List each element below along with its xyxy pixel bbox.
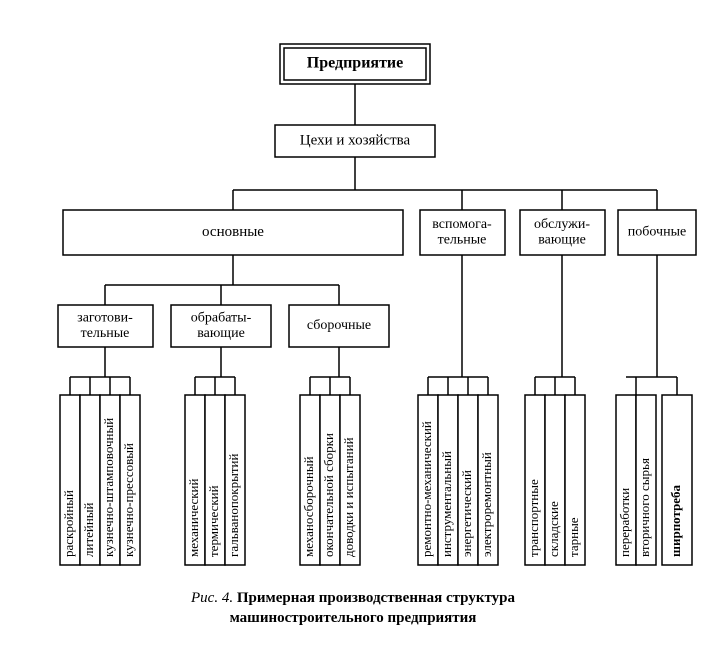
svg-text:литейный: литейный <box>81 502 96 557</box>
svg-text:механосборочный: механосборочный <box>301 456 316 557</box>
svg-text:складские: складские <box>546 501 561 557</box>
svg-text:ремонтно-механический: ремонтно-механический <box>419 421 434 557</box>
svg-text:ширпотреба: ширпотреба <box>668 484 683 557</box>
caption-line2: машиностроительного предприятия <box>230 610 477 626</box>
svg-text:обрабаты-: обрабаты- <box>191 311 252 326</box>
svg-text:основные: основные <box>202 224 264 240</box>
svg-text:вающие: вающие <box>538 232 586 247</box>
svg-text:окончательной сборки: окончательной сборки <box>321 433 336 557</box>
svg-text:тельные: тельные <box>438 232 487 247</box>
svg-text:Цехи и хозяйства: Цехи и хозяйства <box>300 132 411 148</box>
svg-text:кузнечно-штамповочный: кузнечно-штамповочный <box>101 418 116 557</box>
caption-line1: Рис. 4. Примерная производственная струк… <box>190 590 515 606</box>
svg-text:механический: механический <box>186 478 201 557</box>
svg-text:обслужи-: обслужи- <box>534 217 590 232</box>
svg-text:доводки и испытаний: доводки и испытаний <box>341 437 356 557</box>
svg-text:побочные: побочные <box>628 225 686 240</box>
svg-text:тарные: тарные <box>566 517 581 557</box>
svg-text:вающие: вающие <box>197 326 245 341</box>
svg-text:вспомога-: вспомога- <box>432 217 492 232</box>
svg-text:термический: термический <box>206 485 221 557</box>
svg-text:гальванопокрытий: гальванопокрытий <box>226 454 241 557</box>
svg-text:тельные: тельные <box>81 326 130 341</box>
svg-text:энергетический: энергетический <box>459 470 474 557</box>
svg-text:раскройный: раскройный <box>61 490 76 557</box>
svg-text:транспортные: транспортные <box>526 479 541 557</box>
svg-text:заготови-: заготови- <box>77 311 133 326</box>
org-chart: Предприятие Цехи и хозяйства основные вспом… <box>0 0 707 646</box>
svg-text:инструментальный: инструментальный <box>439 451 454 557</box>
svg-text:электроремонтный: электроремонтный <box>479 452 494 557</box>
svg-text:вторичного сырья: вторичного сырья <box>637 458 652 557</box>
svg-text:кузнечно-прессовый: кузнечно-прессовый <box>121 443 136 557</box>
svg-text:сборочные: сборочные <box>307 318 371 333</box>
node-root: Предприятие <box>307 55 404 72</box>
svg-text:переработки: переработки <box>617 488 632 557</box>
